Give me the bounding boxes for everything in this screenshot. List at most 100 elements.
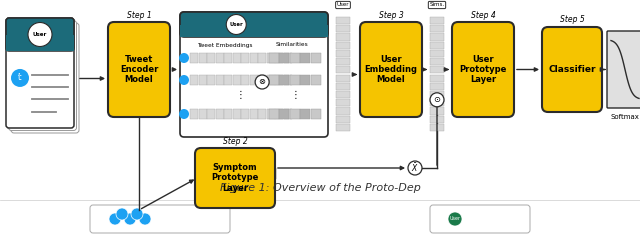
Circle shape [227, 14, 246, 34]
Bar [430, 66, 444, 73]
Bar [190, 109, 198, 119]
Text: $\bar{X}$: $\bar{X}$ [411, 162, 419, 174]
Bar [336, 25, 350, 32]
Bar [430, 116, 444, 123]
Bar [269, 75, 279, 85]
Text: Step 4: Step 4 [470, 10, 495, 20]
Circle shape [430, 93, 444, 107]
Bar [224, 109, 232, 119]
Text: Similarities: Similarities [276, 42, 309, 47]
Text: Step 1: Step 1 [127, 10, 152, 20]
Bar [430, 25, 444, 32]
Bar [269, 109, 279, 119]
Bar [336, 66, 350, 73]
Bar [232, 109, 241, 119]
Bar [266, 109, 275, 119]
FancyBboxPatch shape [180, 12, 328, 37]
Circle shape [116, 208, 128, 220]
Bar [216, 109, 223, 119]
Bar [279, 109, 289, 119]
Bar [336, 107, 350, 114]
Bar [241, 109, 249, 119]
Bar [275, 75, 283, 85]
Bar [241, 75, 249, 85]
Bar [430, 91, 444, 98]
Bar [275, 53, 283, 63]
Bar [336, 58, 350, 65]
Bar [311, 53, 321, 63]
Bar [250, 109, 257, 119]
Text: User: User [229, 22, 243, 27]
Text: User: User [33, 32, 47, 37]
Bar [266, 75, 275, 85]
Text: ⊗: ⊗ [259, 77, 266, 87]
Bar [336, 116, 350, 123]
Text: ⊙: ⊙ [433, 95, 440, 104]
Bar [311, 75, 321, 85]
Bar [258, 109, 266, 119]
Bar [290, 109, 300, 119]
Bar [207, 75, 215, 85]
FancyBboxPatch shape [90, 205, 230, 233]
Text: ⋮: ⋮ [236, 90, 246, 100]
Bar [269, 53, 279, 63]
Bar [336, 83, 350, 90]
Text: Step 5: Step 5 [559, 16, 584, 25]
Bar [336, 124, 350, 131]
Bar [430, 34, 444, 41]
Bar [241, 53, 249, 63]
Bar [336, 42, 350, 49]
Circle shape [131, 208, 143, 220]
Bar [336, 75, 350, 82]
Bar [430, 58, 444, 65]
Bar [336, 99, 350, 106]
FancyBboxPatch shape [607, 31, 640, 108]
Text: User: User [337, 3, 349, 8]
Bar [284, 109, 291, 119]
Bar [266, 53, 275, 63]
Bar [250, 75, 257, 85]
Bar [216, 75, 223, 85]
Text: User: User [449, 216, 461, 222]
Circle shape [408, 161, 422, 175]
Text: User
Prototype
Layer: User Prototype Layer [460, 55, 507, 84]
Bar [430, 83, 444, 90]
Bar [224, 75, 232, 85]
Circle shape [255, 75, 269, 89]
Bar [336, 91, 350, 98]
Circle shape [448, 212, 462, 226]
Bar [216, 53, 223, 63]
Bar [430, 99, 444, 106]
Text: Step 3: Step 3 [379, 10, 403, 20]
Bar [300, 109, 310, 119]
Bar [336, 17, 350, 24]
Circle shape [179, 75, 189, 85]
Bar [336, 34, 350, 41]
Bar [430, 107, 444, 114]
FancyBboxPatch shape [430, 205, 530, 233]
Text: ⋮: ⋮ [290, 90, 300, 100]
Circle shape [109, 213, 121, 225]
Bar [430, 75, 444, 82]
FancyBboxPatch shape [452, 22, 514, 117]
Circle shape [179, 109, 189, 119]
Text: Sims.: Sims. [429, 3, 445, 8]
Bar [300, 53, 310, 63]
Bar [336, 50, 350, 57]
Text: Symptom
Prototype
Layer: Symptom Prototype Layer [211, 163, 259, 193]
Bar [190, 53, 198, 63]
Bar [430, 17, 444, 24]
Bar [311, 109, 321, 119]
Text: User
Embedding
Model: User Embedding Model [365, 55, 417, 84]
Text: Step 2: Step 2 [223, 136, 248, 146]
Circle shape [179, 53, 189, 63]
Text: Tweet
Encoder
Model: Tweet Encoder Model [120, 55, 158, 84]
Bar [198, 53, 207, 63]
Text: Classifier: Classifier [548, 65, 596, 74]
Circle shape [28, 22, 52, 46]
Bar [232, 53, 241, 63]
Bar [6, 34, 74, 51]
Text: Figure 1: Overview of the Proto-Dep: Figure 1: Overview of the Proto-Dep [220, 183, 420, 193]
Bar [232, 75, 241, 85]
Bar [279, 53, 289, 63]
